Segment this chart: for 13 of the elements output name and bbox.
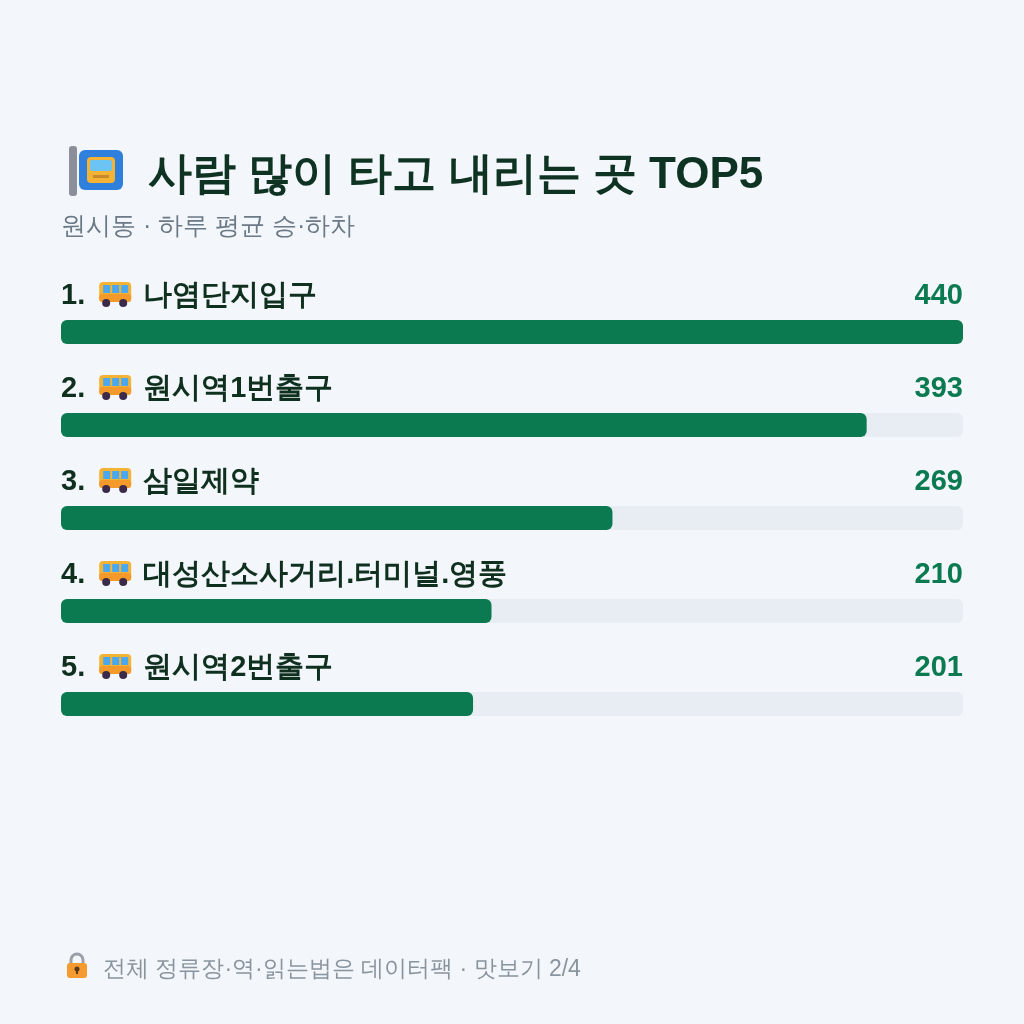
chart-title: 사람 많이 타고 내리는 곳 TOP5 [148, 148, 764, 197]
category-label: 4. 대성산소사거리.터미널.영풍 [61, 557, 508, 589]
data-label: 269 [914, 464, 963, 496]
chart-subtitle: 원시동 · 하루 평균 승·하차 [61, 211, 356, 239]
category-label: 5. 원시역2번출구 [61, 650, 334, 682]
category-label: 2. 원시역1번출구 [61, 371, 334, 403]
data-label: 210 [914, 557, 963, 589]
data-label: 393 [914, 371, 963, 403]
category-label: 3. 삼일제약 [61, 464, 260, 496]
category-label: 1. 나염단지입구 [61, 278, 318, 310]
data-label: 201 [914, 650, 963, 682]
data-label: 440 [914, 278, 963, 310]
text: 전체 정류장·역·읽는법은 데이터팩 · 맛보기 2/4 [103, 955, 582, 981]
